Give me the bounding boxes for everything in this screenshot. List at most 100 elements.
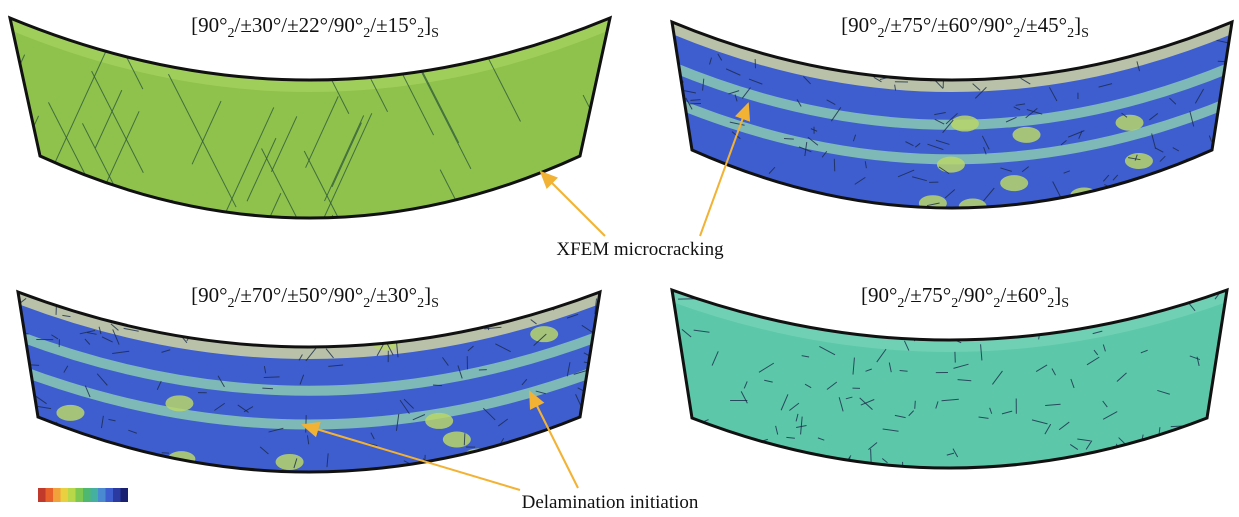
crack xyxy=(902,461,904,468)
crack xyxy=(237,404,249,413)
crack xyxy=(934,112,946,116)
crack xyxy=(927,143,944,151)
title-part: ] xyxy=(1054,283,1061,307)
crack xyxy=(799,231,802,241)
title-part: [90° xyxy=(191,283,227,307)
crack xyxy=(395,413,400,431)
hotspot xyxy=(1115,114,1144,131)
crack xyxy=(84,338,91,345)
crack xyxy=(386,314,392,322)
crack xyxy=(1112,174,1119,181)
crack xyxy=(945,112,958,125)
crack xyxy=(675,414,687,424)
crack xyxy=(259,446,269,455)
crack xyxy=(1149,113,1159,121)
panel xyxy=(10,18,610,218)
hotspot xyxy=(425,412,454,429)
crack xyxy=(852,357,855,375)
crack xyxy=(328,364,344,367)
crack xyxy=(1051,368,1056,376)
crack xyxy=(48,102,89,181)
crack xyxy=(758,362,775,373)
crack xyxy=(1194,88,1205,104)
crack xyxy=(678,453,687,458)
crack xyxy=(1086,356,1100,366)
crack xyxy=(1058,421,1070,431)
crack xyxy=(914,142,921,148)
crack xyxy=(897,169,915,178)
crack xyxy=(431,314,444,326)
crack xyxy=(1169,97,1177,105)
crack xyxy=(908,410,915,417)
crack xyxy=(876,348,887,363)
crack xyxy=(971,314,982,328)
crack xyxy=(412,55,472,170)
crack xyxy=(702,78,705,91)
crack xyxy=(305,347,317,362)
crack xyxy=(923,312,938,321)
crack xyxy=(331,122,362,188)
crack xyxy=(824,234,834,240)
crack xyxy=(1123,495,1129,496)
crack xyxy=(679,474,691,476)
crack xyxy=(1134,187,1148,192)
panel-title: [90°2/±75°/±60°/90°2/±45°2]S xyxy=(841,13,1089,41)
crack xyxy=(112,350,130,355)
crack xyxy=(262,387,274,390)
crack xyxy=(1052,181,1061,197)
crack xyxy=(978,416,989,419)
crack xyxy=(980,344,983,361)
colorbar-cell xyxy=(120,488,128,502)
colorbar-cell xyxy=(38,488,46,502)
title-part: 2 xyxy=(1047,296,1054,311)
crack xyxy=(482,407,496,421)
title-part: /±30°/±22°/90° xyxy=(235,13,364,37)
crack xyxy=(270,116,298,173)
crack xyxy=(1208,135,1212,142)
crack xyxy=(1008,475,1012,482)
arrow xyxy=(539,170,606,237)
crack xyxy=(1039,490,1051,500)
crack xyxy=(129,307,137,323)
crack xyxy=(1031,308,1043,316)
crack xyxy=(577,474,582,477)
crack xyxy=(290,313,301,323)
crack xyxy=(221,107,275,218)
crack xyxy=(62,314,71,318)
crack xyxy=(495,343,511,353)
crack xyxy=(914,493,931,495)
crack xyxy=(308,320,322,333)
colorbar-cell xyxy=(68,488,76,502)
hotspot xyxy=(165,395,194,412)
crack xyxy=(1135,186,1141,201)
crack xyxy=(725,68,741,76)
crack xyxy=(888,362,892,373)
crack xyxy=(221,496,227,505)
crack xyxy=(108,455,118,469)
title-part: /±60° xyxy=(1000,283,1047,307)
crack xyxy=(1218,376,1227,387)
crack xyxy=(854,176,866,185)
arrow xyxy=(529,390,579,489)
crack xyxy=(974,315,980,329)
colorbar-cell xyxy=(90,488,98,502)
crack xyxy=(868,442,878,450)
crack xyxy=(91,70,144,173)
crack xyxy=(299,374,305,385)
hotspot xyxy=(950,115,979,132)
crack xyxy=(248,332,260,337)
crack xyxy=(547,477,548,490)
crack xyxy=(298,354,303,361)
crack xyxy=(679,146,689,159)
crack xyxy=(546,452,554,459)
crack xyxy=(732,24,748,32)
crack xyxy=(983,187,995,202)
arrow xyxy=(301,421,521,491)
crack xyxy=(160,312,167,318)
crack xyxy=(988,62,1000,76)
crack xyxy=(442,357,449,366)
crack xyxy=(573,423,582,433)
panel-title: [90°2/±70°/±50°/90°2/±30°2]S xyxy=(191,283,439,311)
title-part: 2 xyxy=(1067,26,1074,41)
crack xyxy=(581,430,592,441)
